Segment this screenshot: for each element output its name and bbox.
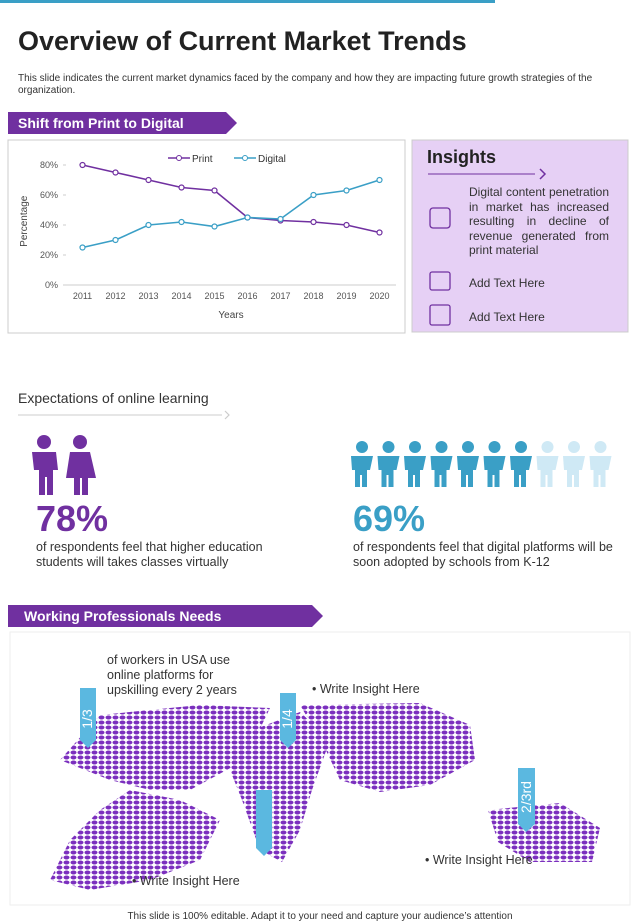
data-point: [178, 184, 185, 191]
insights-title: Insights: [427, 147, 497, 167]
data-point: [343, 187, 350, 194]
legend-marker: [176, 155, 182, 161]
data-point: [145, 176, 152, 184]
x-tick-label: 2015: [204, 291, 224, 301]
data-point: [112, 236, 119, 244]
map-marker: 1/4: [279, 709, 295, 729]
y-axis-label: Percentage: [19, 195, 30, 247]
y-tick-label: 0%: [45, 280, 58, 290]
person-icon: [536, 456, 559, 487]
person-icon: [594, 441, 607, 453]
person-icon: [351, 456, 373, 487]
map-marker: 2/3rd: [518, 781, 534, 813]
person-icon: [563, 456, 585, 487]
stat-value: 69%: [353, 498, 426, 539]
data-point: [376, 176, 383, 184]
person-icon: [510, 456, 532, 487]
person-icon: [515, 441, 527, 453]
x-tick-label: 2014: [171, 291, 191, 301]
series-line: [82, 179, 380, 249]
series-line: [82, 164, 380, 234]
data-point: [310, 191, 317, 199]
data-point: [277, 215, 284, 223]
person-icon: [377, 456, 400, 487]
person-icon: [409, 441, 421, 453]
person-icon: [404, 456, 426, 487]
person-icon: [589, 456, 612, 487]
x-tick-label: 2020: [369, 291, 389, 301]
subtitle: This slide indicates the current market …: [18, 73, 593, 96]
data-point: [112, 169, 119, 176]
person-icon: [488, 441, 501, 453]
title: Overview of Current Market Trends: [18, 26, 467, 56]
x-tick-label: 2018: [303, 291, 323, 301]
data-point: [211, 223, 218, 230]
line-chart: 0% 20% 40% 60% 80% 2011 2012 2013 2014 2015 2016 20…: [19, 154, 396, 321]
legend-marker: [242, 155, 248, 161]
person-icon: [541, 441, 554, 453]
map-note: Write Insight Here: [132, 874, 240, 889]
banner: Working Professionals Needs: [24, 608, 222, 624]
person-icon: [457, 456, 479, 487]
x-tick-label: 2011: [73, 291, 92, 301]
y-tick-label: 80%: [40, 160, 58, 170]
footer: This slide is 100% editable. Adapt it to…: [127, 911, 513, 922]
insight-text: Add Text Here: [469, 310, 545, 324]
person-icon: [435, 441, 448, 453]
stat-text: of respondents feel that higher educatio…: [36, 540, 263, 569]
y-tick-label: 20%: [40, 250, 58, 260]
person-icon: [356, 441, 368, 453]
data-point: [310, 218, 317, 226]
data-point: [211, 187, 218, 194]
x-tick-label: 2017: [270, 291, 290, 301]
person-icon: [462, 441, 474, 453]
data-point: [244, 214, 251, 221]
banner: Shift from Print to Digital: [18, 115, 184, 131]
insight-text: Add Text Here: [469, 276, 545, 290]
person-icon: [382, 441, 395, 453]
data-point: [79, 161, 86, 169]
data-point: [79, 244, 86, 251]
person-icon: [483, 456, 506, 487]
y-tick-label: 60%: [40, 190, 58, 200]
x-tick-label: 2013: [138, 291, 158, 301]
person-icon: [430, 456, 453, 487]
stat-text: of respondents feel that digital platfor…: [353, 540, 613, 569]
data-point: [145, 221, 152, 229]
x-axis-label: Years: [218, 310, 243, 321]
section-title: Expectations of online learning: [18, 390, 209, 406]
legend-label: Digital: [258, 154, 286, 165]
stat-value: 78%: [36, 498, 109, 539]
data-point: [376, 229, 383, 236]
map-note: Write Insight Here: [312, 682, 420, 697]
y-tick-label: 40%: [40, 220, 58, 230]
x-tick-label: 2019: [336, 291, 356, 301]
insight-text: Digital content penetration in market ha…: [469, 185, 609, 257]
data-point: [343, 221, 350, 229]
x-tick-label: 2012: [105, 291, 125, 301]
person-icon: [568, 441, 580, 453]
map-note: Write Insight Here: [425, 853, 533, 868]
data-point: [178, 218, 185, 226]
map-marker: 1/3: [79, 709, 95, 729]
x-tick-label: 2016: [237, 291, 257, 301]
map-note: of workers in USA use online platforms f…: [107, 653, 237, 697]
legend-label: Print: [192, 154, 213, 165]
